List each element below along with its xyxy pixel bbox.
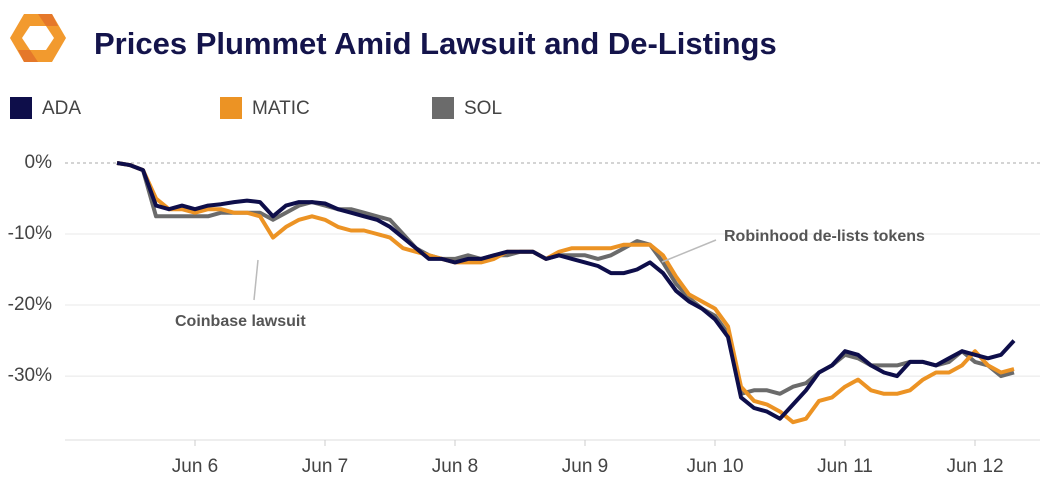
annotation-leader (253, 259, 259, 301)
x-tick-label: Jun 12 (946, 456, 1003, 477)
legend-label: ADA (42, 98, 81, 119)
legend-label: MATIC (252, 98, 310, 119)
legend-swatch (432, 97, 454, 119)
legend: ADA MATIC SOL (10, 97, 502, 119)
x-tick-label: Jun 9 (562, 456, 608, 477)
annotation: Robinhood de-lists tokens (724, 228, 925, 245)
y-tick-label: -20% (8, 294, 52, 315)
legend-label: SOL (464, 98, 502, 119)
series-line (116, 161, 1016, 421)
y-tick-label: -10% (8, 223, 52, 244)
plot-lines (116, 161, 1016, 425)
y-tick-label: -30% (8, 365, 52, 386)
legend-swatch (10, 97, 32, 119)
series-line (116, 161, 1015, 396)
x-tick-label: Jun 10 (686, 456, 743, 477)
chart-title: Prices Plummet Amid Lawsuit and De-Listi… (94, 26, 777, 61)
annotation: Coinbase lawsuit (175, 313, 306, 330)
x-tick-label: Jun 7 (302, 456, 348, 477)
x-tick-label: Jun 11 (817, 456, 873, 477)
y-tick-label: 0% (25, 152, 53, 173)
series-line (116, 161, 1015, 425)
grid: 0% -10% -20% -30% Jun 6 Jun 7 Jun 8 Jun 9 Jun 10… (8, 152, 1040, 477)
x-tick-label: Jun 8 (432, 456, 478, 477)
x-tick-label: Jun 6 (172, 456, 218, 477)
legend-swatch (220, 97, 242, 119)
annotation-leader (661, 239, 717, 263)
logo (10, 14, 66, 62)
